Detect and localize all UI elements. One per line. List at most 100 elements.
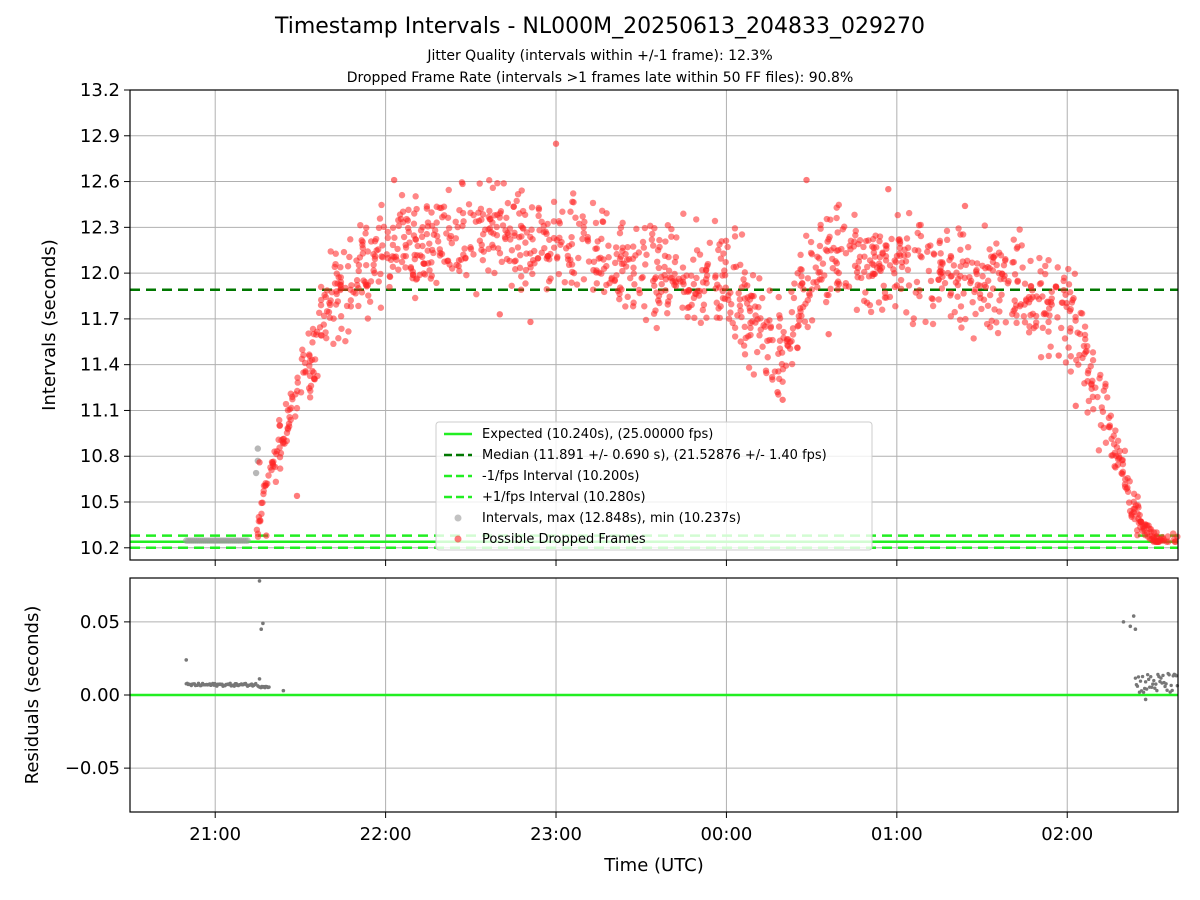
residual-point	[1167, 673, 1171, 677]
dropped-frame-point	[479, 211, 487, 218]
dropped-frame-point	[270, 458, 277, 465]
dropped-frame-point	[1087, 363, 1094, 370]
dropped-frame-point	[512, 257, 519, 264]
dropped-frame-point	[316, 324, 324, 331]
dropped-frame-point	[489, 241, 496, 249]
dropped-frame-point	[584, 236, 591, 243]
dropped-frame-point	[1121, 447, 1129, 455]
dropped-frame-point	[293, 404, 301, 412]
dropped-frame-point	[624, 293, 631, 301]
dropped-frame-point	[402, 244, 410, 251]
dropped-frame-point	[805, 290, 813, 297]
jitter-quality-subtitle: Jitter Quality (intervals within +/-1 fr…	[427, 48, 773, 64]
dropped-frame-point	[535, 204, 542, 212]
dropped-frame-point	[905, 282, 913, 289]
dropped-frame-point	[650, 310, 658, 317]
dropped-frame-point	[567, 208, 574, 215]
dropped-frame-point	[630, 264, 637, 271]
dropped-frame-point	[778, 360, 786, 368]
dropped-frame-point	[407, 265, 415, 272]
dropped-frame-point	[365, 292, 372, 299]
dropped-frame-point	[1036, 280, 1044, 288]
dropped-frame-point	[759, 343, 766, 350]
dropped-frame-point	[1071, 270, 1079, 277]
dropped-frame-point	[766, 336, 773, 344]
residual-point	[261, 621, 265, 626]
dropped-frame-point	[346, 253, 353, 261]
residual-point	[1141, 690, 1146, 694]
residual-point	[254, 681, 258, 686]
dropped-frame-point	[504, 199, 512, 207]
dropped-frame-point	[741, 323, 748, 331]
dropped-frame-point	[467, 245, 475, 253]
dropped-frame-point	[461, 245, 468, 252]
dropped-frame-point	[395, 222, 402, 230]
dropped-frame-point	[636, 289, 643, 297]
dropped-frame-point	[603, 262, 610, 270]
residual-point	[1153, 686, 1157, 690]
dropped-frame-point	[864, 263, 871, 271]
dropped-frame-point	[1147, 528, 1155, 536]
dropped-frame-point	[348, 282, 355, 289]
dropped-frame-point	[693, 216, 700, 223]
dropped-frame-point	[939, 259, 946, 266]
dropped-frame-point	[869, 272, 876, 279]
dropped-frame-point	[1142, 522, 1149, 529]
dropped-frame-point	[738, 231, 746, 238]
dropped-frame-point	[653, 289, 660, 296]
dropped-frame-point	[633, 225, 640, 233]
dropped-frame-point	[630, 243, 637, 250]
dropped-frame-point	[280, 439, 287, 446]
dropped-frame-point	[322, 329, 329, 336]
dropped-frame-point	[715, 246, 722, 254]
dropped-frame-point	[258, 499, 265, 507]
dropped-frame-point	[1109, 452, 1116, 459]
dropped-frame-point	[414, 242, 421, 250]
dropped-frame-point	[735, 289, 742, 297]
legend-label-minus-fps: -1/fps Interval (10.200s)	[482, 469, 639, 484]
dropped-frame-point	[491, 212, 498, 219]
dropped-frame-point	[405, 206, 412, 214]
dropped-frame-point	[507, 236, 514, 243]
dropped-frame-point	[508, 282, 515, 289]
top-y-tick-label: 13.2	[80, 80, 120, 101]
dropped-frame-point	[363, 224, 370, 231]
dropped-frame-point	[294, 387, 301, 395]
dropped-frame-point	[1072, 402, 1079, 410]
dropped-frame-point	[994, 329, 1002, 337]
dropped-frame-point	[1084, 342, 1091, 350]
dropped-frame-point	[352, 290, 359, 297]
dropped-frame-point	[1011, 297, 1018, 304]
dropped-frame-point	[704, 260, 712, 268]
residual-point	[1133, 676, 1138, 680]
dropped-frame-point	[333, 288, 340, 295]
dropped-frame-point	[916, 292, 923, 300]
dropped-frame-point	[905, 209, 913, 217]
dropped-frame-point	[1119, 468, 1127, 476]
dropped-frame-point	[581, 218, 588, 226]
dropped-frame-point	[565, 261, 573, 269]
dropped-frame-point	[937, 250, 944, 257]
dropped-frame-point	[342, 337, 349, 345]
dropped-frame-point	[1021, 319, 1029, 326]
dropped-frame-point	[459, 180, 466, 188]
dropped-frame-point	[593, 280, 601, 287]
dropped-frame-point	[485, 226, 492, 233]
dropped-frame-point	[590, 266, 597, 274]
residual-point	[1143, 697, 1148, 702]
dropped-frame-point	[380, 223, 388, 231]
dropped-frame-point	[418, 233, 426, 241]
x-tick-label: 23:00	[530, 824, 582, 845]
dropped-frame-point	[683, 272, 690, 279]
dropped-frame-point	[740, 276, 747, 283]
dropped-frame-point	[575, 220, 583, 227]
dropped-frame-point	[804, 323, 811, 331]
dropped-frame-point	[1159, 533, 1166, 541]
dropped-frame-point	[508, 247, 516, 254]
dropped-frame-point	[776, 315, 784, 322]
dropped-frame-point	[535, 212, 542, 220]
dropped-frame-point	[863, 299, 871, 306]
dropped-frame-point	[377, 304, 385, 311]
dropped-frame-point	[534, 255, 542, 262]
dropped-frame-point	[648, 236, 656, 243]
